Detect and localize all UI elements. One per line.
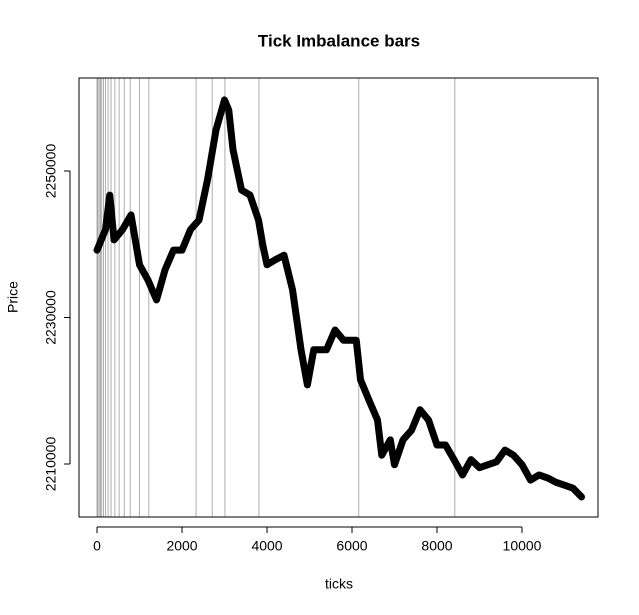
y-tick-label: 2210000 xyxy=(43,437,59,492)
x-tick-label: 10000 xyxy=(503,538,542,554)
y-tick-label: 2250000 xyxy=(43,144,59,199)
y-tick-label: 2230000 xyxy=(43,290,59,345)
x-tick-label: 6000 xyxy=(336,538,367,554)
x-axis-label: ticks xyxy=(325,576,353,592)
x-tick-label: 0 xyxy=(93,538,101,554)
y-axis-label: Price xyxy=(5,281,21,313)
x-tick-label: 4000 xyxy=(251,538,282,554)
chart-title: Tick Imbalance bars xyxy=(258,31,420,50)
x-tick-label: 2000 xyxy=(166,538,197,554)
plot-box xyxy=(78,77,599,518)
price-line xyxy=(93,96,586,501)
x-tick-label: 8000 xyxy=(421,538,452,554)
